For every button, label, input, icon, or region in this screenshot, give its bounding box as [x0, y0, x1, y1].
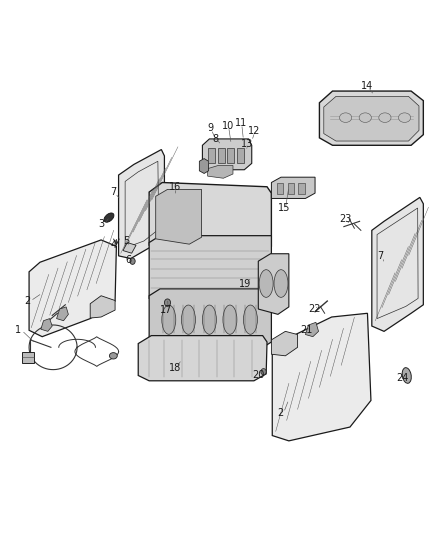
- Polygon shape: [372, 197, 424, 332]
- Text: 8: 8: [212, 134, 219, 144]
- Polygon shape: [324, 96, 419, 141]
- Ellipse shape: [259, 270, 273, 297]
- Text: 17: 17: [160, 305, 173, 315]
- Text: 22: 22: [308, 304, 321, 314]
- Polygon shape: [90, 296, 115, 318]
- Ellipse shape: [359, 113, 371, 123]
- Text: 23: 23: [339, 214, 352, 224]
- Polygon shape: [149, 289, 272, 349]
- Text: 2: 2: [24, 296, 30, 306]
- Polygon shape: [202, 139, 252, 169]
- Bar: [218, 148, 225, 163]
- Ellipse shape: [399, 113, 411, 123]
- Polygon shape: [272, 313, 371, 441]
- Circle shape: [130, 258, 135, 264]
- Bar: [208, 148, 215, 163]
- Polygon shape: [149, 182, 272, 255]
- Text: 6: 6: [125, 255, 131, 265]
- Ellipse shape: [244, 305, 258, 334]
- Bar: [298, 182, 304, 194]
- Ellipse shape: [202, 305, 216, 334]
- Text: 15: 15: [278, 203, 291, 213]
- Polygon shape: [155, 189, 201, 244]
- Ellipse shape: [379, 113, 391, 123]
- Text: 19: 19: [239, 279, 251, 288]
- Ellipse shape: [181, 305, 195, 334]
- Text: 7: 7: [110, 187, 117, 197]
- Bar: [288, 182, 293, 194]
- Text: 9: 9: [207, 123, 213, 133]
- Text: 11: 11: [235, 118, 247, 128]
- Polygon shape: [123, 243, 136, 253]
- Polygon shape: [41, 319, 52, 332]
- Text: 1: 1: [15, 325, 21, 335]
- Text: 20: 20: [252, 370, 265, 381]
- Polygon shape: [319, 91, 424, 146]
- Polygon shape: [149, 236, 272, 303]
- Text: 5: 5: [124, 236, 130, 246]
- Text: 4: 4: [110, 240, 117, 250]
- Polygon shape: [199, 159, 208, 173]
- Text: 24: 24: [396, 373, 409, 383]
- Text: 21: 21: [300, 325, 312, 335]
- Circle shape: [164, 299, 170, 306]
- Circle shape: [261, 368, 266, 375]
- Polygon shape: [272, 177, 315, 198]
- Polygon shape: [208, 165, 233, 178]
- Polygon shape: [305, 322, 318, 337]
- Ellipse shape: [402, 368, 411, 383]
- Polygon shape: [272, 332, 297, 356]
- Text: 2: 2: [277, 408, 283, 418]
- Ellipse shape: [339, 113, 352, 123]
- Text: 3: 3: [98, 219, 104, 229]
- Text: 7: 7: [378, 251, 384, 261]
- Ellipse shape: [110, 353, 117, 359]
- Text: 14: 14: [361, 81, 374, 91]
- Ellipse shape: [162, 305, 176, 334]
- Polygon shape: [138, 336, 267, 381]
- Polygon shape: [119, 150, 164, 259]
- Bar: [227, 148, 234, 163]
- Ellipse shape: [274, 270, 288, 297]
- Text: 18: 18: [169, 362, 181, 373]
- Polygon shape: [29, 240, 117, 337]
- Ellipse shape: [104, 213, 114, 222]
- Polygon shape: [258, 254, 289, 314]
- Bar: [21, 352, 34, 364]
- Text: 12: 12: [248, 126, 260, 136]
- Text: 16: 16: [169, 182, 181, 192]
- Polygon shape: [57, 307, 68, 321]
- Text: 10: 10: [222, 120, 234, 131]
- Text: 13: 13: [241, 139, 254, 149]
- Bar: [237, 148, 244, 163]
- Bar: [277, 182, 283, 194]
- Ellipse shape: [223, 305, 237, 334]
